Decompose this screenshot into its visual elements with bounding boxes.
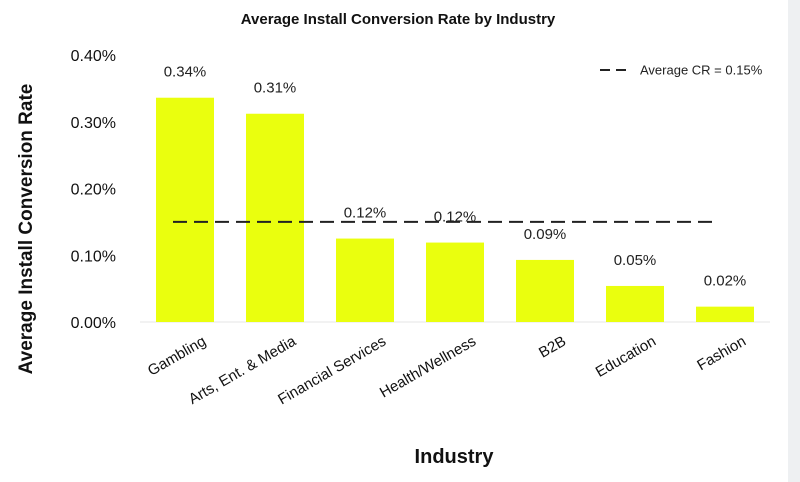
x-tick-label: Education <box>593 333 659 381</box>
bar <box>336 238 394 322</box>
x-tick-label: Gambling <box>145 333 209 380</box>
y-axis-ticks: 0.00% 0.10% 0.20% 0.30% 0.40% <box>71 48 116 332</box>
x-tick-label: Health/Wellness <box>377 333 479 402</box>
legend: Average CR = 0.15% <box>600 63 763 78</box>
y-tick-label: 0.00% <box>71 315 116 332</box>
data-label: 0.02% <box>704 273 747 290</box>
y-axis-label: Average Install Conversion Rate <box>16 84 37 375</box>
data-label: 0.09% <box>524 226 567 243</box>
data-label: 0.31% <box>254 80 297 97</box>
data-label: 0.05% <box>614 252 657 269</box>
x-tick-label: B2B <box>536 333 569 362</box>
bar <box>426 242 484 322</box>
window-edge <box>788 0 800 482</box>
y-tick-label: 0.40% <box>71 48 116 65</box>
y-tick-label: 0.10% <box>71 248 116 265</box>
bar <box>606 285 664 322</box>
bars <box>156 97 754 323</box>
x-tick-label: Fashion <box>694 333 749 374</box>
x-axis-label: Industry <box>415 446 495 468</box>
data-label: 0.12% <box>344 205 387 222</box>
y-tick-label: 0.20% <box>71 182 116 199</box>
bar <box>156 97 214 322</box>
bar <box>516 259 574 322</box>
y-tick-label: 0.30% <box>71 115 116 132</box>
bar <box>696 306 754 322</box>
data-label: 0.12% <box>434 209 477 226</box>
bar <box>246 113 304 323</box>
data-labels: 0.34% 0.31% 0.12% 0.12% 0.09% 0.05% 0.02% <box>164 64 747 290</box>
data-label: 0.34% <box>164 64 207 81</box>
legend-label: Average CR = 0.15% <box>640 63 763 78</box>
chart-title: Average Install Conversion Rate by Indus… <box>241 11 556 28</box>
